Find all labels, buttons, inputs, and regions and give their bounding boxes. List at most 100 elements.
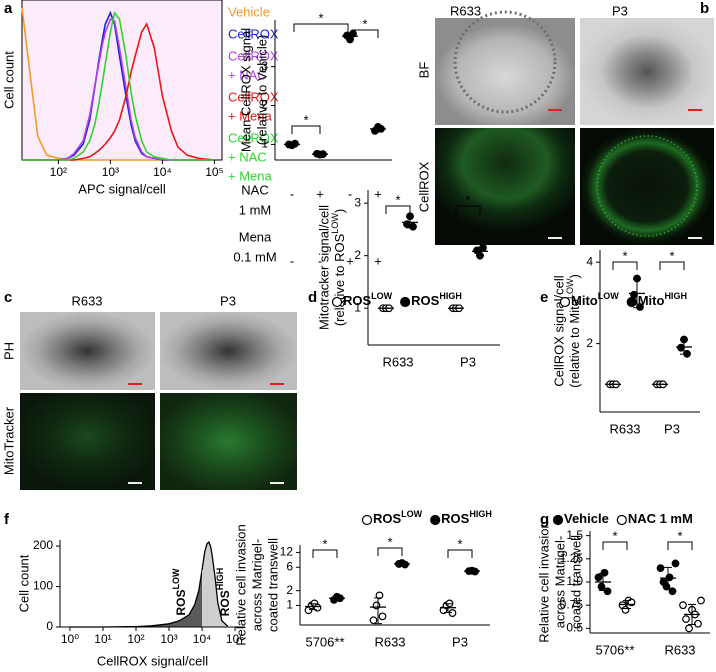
y-axis-label: Cell count [1, 51, 16, 109]
legend-marker [552, 514, 564, 526]
y-axis-label-part: ) [567, 274, 582, 278]
x-tick-label: 10⁴ [193, 632, 212, 646]
y-tick-label: 1.0 [566, 574, 583, 588]
legend-label-part: Mito [571, 293, 598, 308]
y-axis-label: (relative to MitoLOW) [565, 274, 582, 388]
panel-label: b [700, 0, 709, 17]
spheroid [596, 135, 698, 237]
y-axis-label: Relative cell invasion [233, 524, 248, 645]
y-tick-label: 0.5 [566, 621, 583, 635]
legend-label-part: Vehicle [564, 511, 609, 526]
column-label: P3 [612, 3, 628, 18]
row-label: MitoTracker [1, 406, 16, 475]
gate-label-part: ROS [218, 590, 232, 616]
x-tick-label: R633 [374, 634, 405, 649]
gate-label: ROSHIGH [215, 568, 232, 617]
row-sign: + [374, 253, 382, 268]
row-sign: - [318, 253, 322, 268]
y-tick-label: 2 [286, 583, 293, 597]
legend-marker [559, 296, 571, 308]
x-tick-label: 10⁰ [61, 632, 79, 646]
legend-label-part: HIGH [439, 291, 462, 301]
significance-bracket [293, 23, 349, 32]
gate-label-part: ROS [174, 589, 188, 615]
significance-bracket [385, 205, 411, 214]
image-tile [580, 128, 714, 245]
panel-label: a [4, 0, 13, 17]
significance-bracket [602, 541, 628, 550]
micrographs-c: R633 P3 PH MitoTracker [1, 293, 297, 490]
legend-marker [361, 514, 373, 526]
x-tick-label: R633 [664, 642, 695, 657]
legend-label-part: HIGH [664, 291, 687, 301]
x-tick-label: 10¹ [94, 632, 111, 646]
data-point [679, 601, 687, 610]
y-tick-label: 200 [33, 538, 53, 552]
legend-label-part: LOW [371, 291, 392, 301]
panel-label: c [4, 289, 12, 306]
x-axis-label: APC signal/cell [78, 181, 166, 196]
panel-label: e [540, 289, 548, 306]
data-point [409, 222, 417, 231]
x-tick-label: 10³ [160, 632, 177, 646]
gate-label-part: LOW [171, 568, 181, 589]
gate-label-part: HIGH [215, 568, 225, 591]
significance-bracket [377, 547, 403, 556]
row-sign: - [348, 186, 352, 201]
row-sign: - [290, 253, 294, 268]
legend-marker [400, 296, 411, 308]
x-tick-label: R633 [382, 354, 413, 369]
data-point [665, 573, 674, 582]
data-point [479, 243, 487, 252]
legend-label-part: LOW [598, 291, 619, 301]
y-tick-label: 1 [261, 137, 268, 151]
x-tick-label: 10² [50, 165, 67, 179]
y-tick-label: 2 [586, 336, 593, 350]
significance-bracket [612, 261, 638, 270]
data-point [621, 605, 630, 614]
row-label: 0.1 mM [233, 249, 276, 264]
legend-label: ROSHIGH [441, 509, 492, 526]
legend-label: + Mena [228, 108, 272, 123]
legend-label-part: NAC 1 mM [628, 511, 693, 526]
significance-bracket [312, 549, 338, 558]
y-axis-label: across Matrigel- [552, 536, 567, 628]
column-label: R633 [71, 293, 102, 308]
significance-star: * [622, 248, 627, 263]
y-axis-label-part: (relative to Mito [567, 299, 582, 388]
y-axis-label: Mitotracker signal/cell [316, 205, 331, 330]
y-tick-label: 0.75 [560, 597, 584, 611]
histogram-line [22, 10, 215, 161]
x-tick-label: 10³ [102, 165, 119, 179]
legend-label: CellROX [228, 26, 279, 41]
x-tick-label: P3 [460, 354, 476, 369]
row-label: NAC [241, 182, 268, 197]
legend-label: CellROX [228, 48, 279, 63]
y-tick-label: 2 [261, 98, 268, 112]
y-tick-label: 6 [286, 559, 293, 573]
x-tick-label: 10⁵ [226, 632, 244, 646]
row-label: CellROX [416, 161, 431, 212]
row-label: PH [1, 342, 16, 360]
y-tick-label: 1.5 [566, 528, 583, 542]
y-tick-label: 12 [280, 545, 294, 559]
legend-label: Vehicle [564, 511, 609, 526]
legend-marker [616, 514, 627, 526]
y-axis-label: CellROX signal/cell [551, 275, 566, 386]
legend-marker [430, 514, 441, 526]
panel-label: g [540, 511, 549, 528]
x-tick-label: 5706** [595, 642, 634, 657]
histogram-area [202, 542, 228, 627]
x-tick-label: 10⁵ [205, 165, 223, 179]
legend-label: CellROX [228, 89, 279, 104]
legend-label: MitoLOW [571, 291, 619, 308]
legend-label: + NAC [228, 67, 267, 82]
legend-label: NAC 1 mM [628, 511, 693, 526]
data-point [448, 609, 457, 617]
legend-label: ROSHIGH [411, 291, 462, 308]
significance-star: * [362, 16, 367, 31]
row-sign: + [374, 186, 382, 201]
legend-label: CellROX [228, 130, 279, 145]
row-label: BF [416, 62, 431, 79]
